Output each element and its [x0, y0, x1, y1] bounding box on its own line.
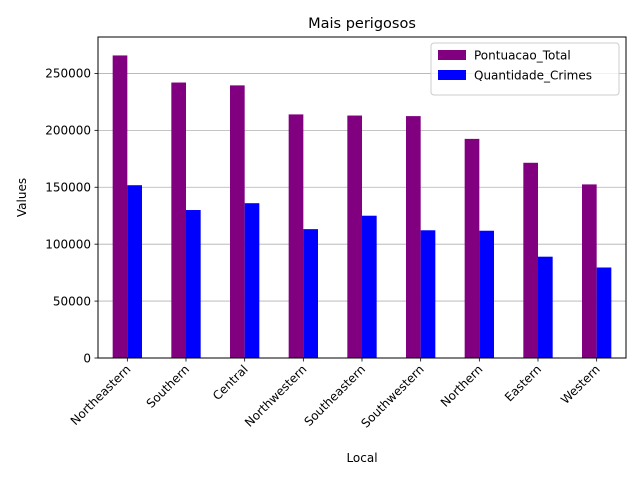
- bar-Pontuacao_Total: [112, 55, 128, 358]
- bar-Quantidade_Crimes: [186, 210, 201, 358]
- y-tick-label: 0: [83, 351, 91, 365]
- bar-Pontuacao_Total: [347, 115, 362, 358]
- bar-Pontuacao_Total: [582, 184, 597, 358]
- y-tick-label: 50000: [53, 294, 91, 308]
- bars: [112, 55, 612, 359]
- bar-Quantidade_Crimes: [244, 203, 260, 358]
- y-tick-label: 100000: [45, 237, 91, 251]
- legend-box: [430, 42, 620, 96]
- bar-Quantidade_Crimes: [479, 230, 494, 358]
- bar-Pontuacao_Total: [464, 138, 480, 358]
- bar-Quantidade_Crimes: [127, 185, 142, 358]
- y-tick-label: 200000: [45, 124, 91, 138]
- bar-Pontuacao_Total: [171, 82, 186, 358]
- bar-Quantidade_Crimes: [303, 229, 318, 358]
- y-axis-ticks: 0 50000 100000 150000 200000 250000: [45, 67, 98, 365]
- bar-Quantidade_Crimes: [362, 215, 377, 358]
- bar-Pontuacao_Total: [523, 162, 538, 358]
- bar-Pontuacao_Total: [230, 85, 245, 359]
- y-tick-label: 250000: [45, 67, 91, 81]
- y-tick-label: 150000: [45, 181, 91, 195]
- legend: Pontuacao_Total Quantidade_Crimes: [430, 42, 620, 96]
- bar-Pontuacao_Total: [288, 114, 304, 358]
- x-axis-label: Local: [346, 451, 377, 465]
- y-axis-label: Values: [15, 178, 29, 217]
- legend-swatch: [438, 70, 466, 80]
- bar-Quantidade_Crimes: [420, 230, 436, 358]
- bar-Pontuacao_Total: [406, 116, 421, 359]
- bar-Quantidade_Crimes: [596, 267, 612, 358]
- legend-swatch: [438, 50, 466, 60]
- legend-label: Pontuacao_Total: [474, 49, 571, 63]
- bar-Quantidade_Crimes: [538, 256, 553, 358]
- legend-label: Quantidade_Crimes: [474, 69, 592, 83]
- chart-title: Mais perigosos: [308, 16, 416, 32]
